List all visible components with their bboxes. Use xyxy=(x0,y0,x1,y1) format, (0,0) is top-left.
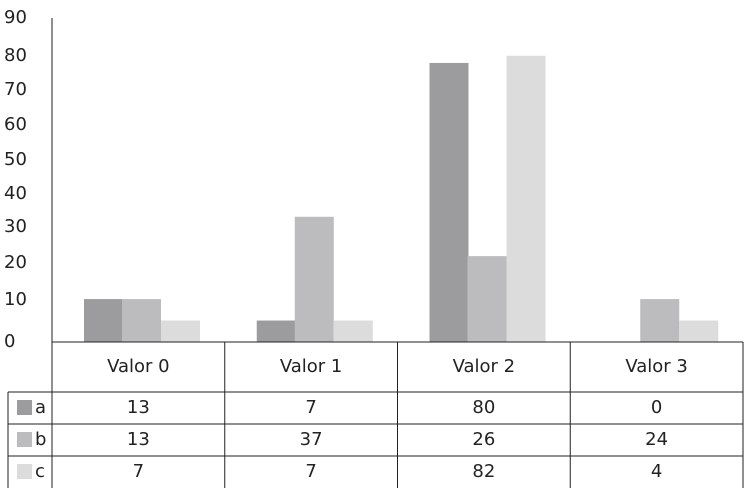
table-cell-value: 26 xyxy=(472,429,495,450)
y-axis: 90 80 70 60 50 40 30 20 10 0 xyxy=(4,7,53,352)
y-tick-label: 80 xyxy=(4,45,27,66)
y-tick-label: 20 xyxy=(4,252,27,273)
series-label: b xyxy=(35,429,46,450)
table-cell-value: 13 xyxy=(127,397,150,418)
table-cell-value: 13 xyxy=(127,429,150,450)
y-tick-label: 30 xyxy=(4,216,27,237)
legend-key-a xyxy=(17,400,32,415)
table-cell-value: 24 xyxy=(645,429,668,450)
table-cell-value: 4 xyxy=(651,461,662,482)
y-tick-label: 70 xyxy=(4,79,27,100)
bar-c-0 xyxy=(161,320,200,342)
bar-a-2 xyxy=(429,62,469,342)
bar-a-1 xyxy=(256,320,296,342)
y-tick-label: 60 xyxy=(4,114,27,135)
bars xyxy=(84,55,719,343)
bar-b-2 xyxy=(467,256,507,342)
bar-c-3 xyxy=(679,320,719,342)
series-label: a xyxy=(35,397,46,418)
y-tick-label: 90 xyxy=(4,7,27,28)
bar-b-0 xyxy=(122,299,161,342)
bar-b-3 xyxy=(640,299,680,342)
data-table: Valor 0 Valor 1 Valor 2 Valor 3 a 13 7 80 0 b 13 37… xyxy=(7,341,744,488)
table-cell-value: 82 xyxy=(472,461,495,482)
table-cell-value: 7 xyxy=(133,461,144,482)
legend-key-c xyxy=(17,464,32,479)
y-tick-label: 40 xyxy=(4,183,27,204)
legend-key-b xyxy=(17,432,32,447)
y-tick-label: 0 xyxy=(4,331,15,352)
table-cell-value: 37 xyxy=(300,429,323,450)
y-tick-label: 10 xyxy=(4,289,27,310)
category-label: Valor 2 xyxy=(453,356,516,377)
table-cell-value: 7 xyxy=(305,461,316,482)
series-label: c xyxy=(35,461,45,482)
category-label: Valor 0 xyxy=(107,356,170,377)
table-cell-value: 7 xyxy=(305,397,316,418)
bar-b-1 xyxy=(294,216,334,342)
bar-c-2 xyxy=(506,55,546,343)
bar-c-1 xyxy=(333,320,373,342)
table-cell-value: 80 xyxy=(472,397,495,418)
category-label: Valor 1 xyxy=(280,356,343,377)
y-tick-label: 50 xyxy=(4,149,27,170)
table-cell-value: 0 xyxy=(651,397,662,418)
bar-a-0 xyxy=(84,299,123,342)
category-label: Valor 3 xyxy=(625,356,688,377)
